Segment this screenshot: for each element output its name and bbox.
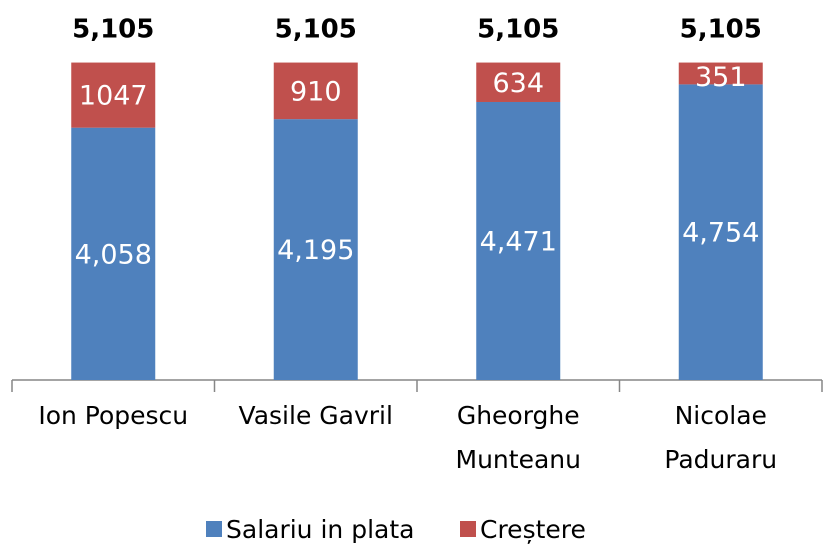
bar-segment <box>678 62 763 85</box>
total-label: 5,105 <box>72 15 154 45</box>
x-tick-label: Ion Popescu <box>38 401 189 430</box>
total-label: 5,105 <box>477 15 559 45</box>
data-label: 910 <box>290 76 342 107</box>
legend-swatch <box>460 521 476 537</box>
total-label: 5,105 <box>680 15 762 45</box>
total-label: 5,105 <box>275 15 357 45</box>
data-label: 1047 <box>79 81 148 112</box>
data-label: 4,195 <box>277 235 354 266</box>
bar-segment <box>678 84 763 380</box>
data-label: 4,754 <box>682 218 759 249</box>
x-tick-label: Vasile Gavril <box>238 401 393 430</box>
legend-label: Creștere <box>480 515 586 544</box>
bar-segment <box>71 62 156 128</box>
data-label: 351 <box>695 62 747 93</box>
legend-label: Salariu in plata <box>226 515 414 544</box>
data-label: 4,058 <box>75 239 152 270</box>
x-tick-label: Nicolae Paduraru <box>664 401 778 474</box>
bar-segment <box>476 101 561 380</box>
legend-swatch <box>206 521 222 537</box>
bar-segment <box>71 127 156 380</box>
bar-segment <box>273 119 358 380</box>
data-label: 4,471 <box>480 226 557 257</box>
data-label: 634 <box>492 68 544 99</box>
x-tick-label: Gheorghe Munteanu <box>455 401 581 474</box>
bar-segment <box>476 62 561 102</box>
bar-segment <box>273 62 358 120</box>
